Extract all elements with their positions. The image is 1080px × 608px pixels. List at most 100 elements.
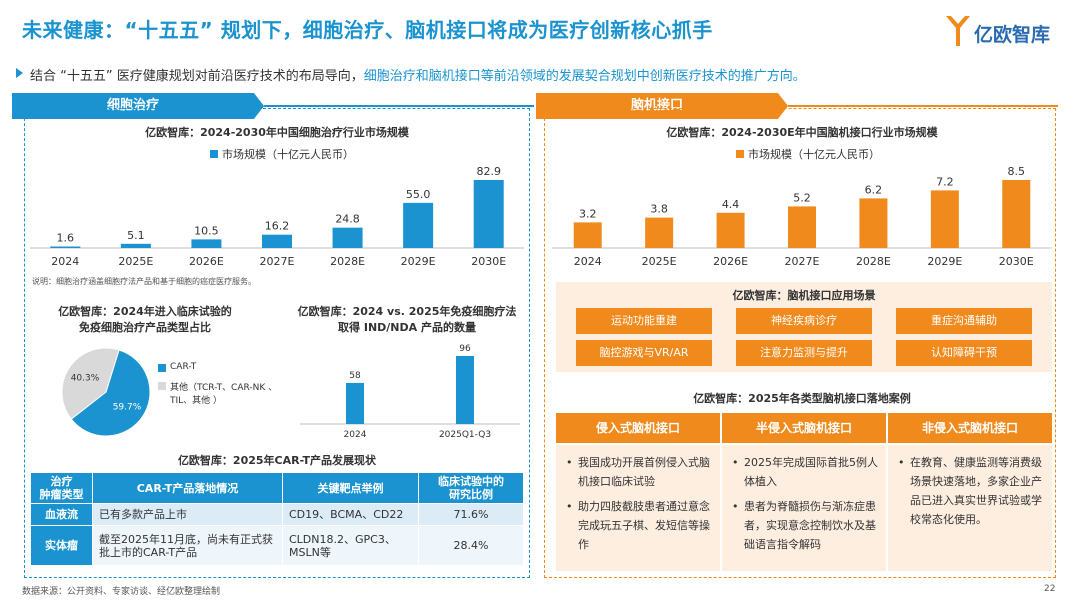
case-head-semi-invasive: 半侵入式脑机接口 bbox=[722, 413, 886, 443]
data-label: 24.8 bbox=[335, 213, 360, 226]
pie-legend-label: 其他（TCR-T、CAR-NK 、TIL、其他 ） bbox=[170, 383, 278, 406]
bar bbox=[50, 246, 81, 248]
pie-legend-item-car-t: CAR-T bbox=[158, 362, 288, 372]
list-item: 我国成功开展首例侵入式脑机接口临床试验 bbox=[564, 453, 712, 491]
legend-swatch bbox=[210, 150, 218, 158]
table-header-row: 治疗 肿瘤类型 CAR-T产品落地情况 关键靶点举例 临床试验中的 研究比例 bbox=[30, 472, 524, 504]
bullet-arrow-icon bbox=[16, 68, 23, 78]
pie-chart-title: 亿欧智库：2024年进入临床试验的 免疫细胞治疗产品类型占比 bbox=[40, 304, 250, 336]
legend-swatch bbox=[736, 150, 744, 158]
tick-label: 2029E bbox=[927, 255, 962, 268]
ind-nda-chart-title: 亿欧智库：2024 vs. 2025年免疫细胞疗法 取得 IND/NDA 产品的… bbox=[292, 304, 522, 336]
logo-mark-icon bbox=[946, 16, 970, 46]
data-label: 16.2 bbox=[265, 220, 290, 233]
cell-market-chart-title: 亿欧智库：2024-2030年中国细胞治疗行业市场规模 bbox=[145, 126, 409, 139]
section-banner-bci: 脑机接口 bbox=[536, 93, 788, 119]
scenario-tag: 神经疾病诊疗 bbox=[736, 308, 872, 334]
tick-label: 2027E bbox=[260, 255, 295, 268]
pie-data-label: 59.7% bbox=[113, 403, 142, 413]
ind-nda-bar-chart: 58 2024 96 2025Q1-Q3 bbox=[300, 344, 520, 440]
data-label: 58 bbox=[349, 371, 361, 381]
table-header-cell: CAR-T产品落地情况 bbox=[92, 472, 283, 504]
table-header-cell: 关键靶点举例 bbox=[282, 472, 419, 504]
data-label: 82.9 bbox=[476, 165, 501, 178]
bar bbox=[120, 243, 151, 248]
bar bbox=[403, 202, 434, 248]
pie-data-label: 40.3% bbox=[71, 373, 100, 383]
data-label: 55.0 bbox=[406, 188, 431, 201]
bar bbox=[1002, 180, 1031, 248]
bar bbox=[332, 227, 363, 248]
table-cell: 已有多款产品上市 bbox=[92, 503, 283, 526]
banner-line-left bbox=[264, 105, 534, 107]
table-header-cell: 临床试验中的 研究比例 bbox=[418, 472, 524, 504]
car-t-table-title: 亿欧智库：2025年CAR-T产品发展现状 bbox=[177, 454, 377, 467]
pie-legend-item-other: 其他（TCR-T、CAR-NK 、TIL、其他 ） bbox=[158, 380, 288, 406]
legend-swatch bbox=[158, 382, 166, 390]
pie-title-line-2: 免疫细胞治疗产品类型占比 bbox=[79, 321, 211, 334]
list-item: 助力四肢截肢患者通过意念完成玩五子棋、发短信等操作 bbox=[564, 497, 712, 554]
bar bbox=[645, 217, 674, 248]
data-label: 10.5 bbox=[194, 224, 219, 237]
tick-label: 2026E bbox=[189, 255, 224, 268]
table-cell: 血液流 bbox=[30, 503, 93, 526]
list-item: 患者为脊髓损伤与渐冻症患者，实现意念控制饮水及基础语言指令解码 bbox=[730, 497, 878, 554]
subtitle-highlight: 细胞治疗和脑机接口等前沿领域的发展契合规划中创新医疗技术的推广方向。 bbox=[363, 69, 806, 84]
scenario-tag: 注意力监测与提升 bbox=[736, 340, 872, 366]
legend-swatch bbox=[158, 364, 166, 372]
case-body-non-invasive: 在教育、健康监测等消费级场景快速落地，多家企业产品已进入真实世界试验或学校常态化… bbox=[888, 445, 1052, 571]
subtitle-line: 结合 “十五五” 医疗健康规划对前沿医疗技术的布局导向，细胞治疗和脑机接口等前沿… bbox=[30, 65, 806, 84]
bar bbox=[573, 222, 602, 248]
scenario-tag: 重症沟通辅助 bbox=[896, 308, 1032, 334]
ind-nda-title-line-2: 取得 IND/NDA 产品的数量 bbox=[338, 321, 476, 334]
case-body-invasive: 我国成功开展首例侵入式脑机接口临床试验 助力四肢截肢患者通过意念完成玩五子棋、发… bbox=[556, 445, 720, 571]
tick-label: 2024 bbox=[344, 430, 367, 440]
scenario-tag: 认知障碍干预 bbox=[896, 340, 1032, 366]
data-label: 4.4 bbox=[722, 198, 740, 211]
case-title: 亿欧智库：2025年各类型脑机接口落地案例 bbox=[693, 392, 911, 405]
brand-logo: 亿欧智库 bbox=[944, 14, 1064, 50]
tick-label: 2028E bbox=[856, 255, 891, 268]
section-banner-cell-therapy: 细胞治疗 bbox=[12, 93, 264, 119]
tick-label: 2025E bbox=[118, 255, 153, 268]
bar bbox=[930, 190, 959, 248]
car-t-pie-chart: 59.7% 40.3% bbox=[61, 347, 151, 437]
ind-nda-title-line-1: 亿欧智库：2024 vs. 2025年免疫细胞疗法 bbox=[297, 305, 517, 318]
page-number: 22 bbox=[1044, 584, 1056, 594]
bci-market-chart-title: 亿欧智库：2024-2030E年中国脑机接口行业市场规模 bbox=[666, 126, 938, 139]
banner-line-right bbox=[788, 105, 1058, 107]
table-header-cell: 治疗 肿瘤类型 bbox=[30, 472, 93, 504]
scenario-title: 亿欧智库：脑机接口应用场景 bbox=[732, 289, 876, 302]
tick-label: 2025E bbox=[642, 255, 677, 268]
table-cell: 实体瘤 bbox=[30, 525, 93, 566]
data-label: 3.2 bbox=[579, 207, 597, 220]
table-row: 血液流 已有多款产品上市 CD19、BCMA、CD22 71.6% bbox=[30, 503, 524, 526]
tick-label: 2026E bbox=[713, 255, 748, 268]
tick-label: 2028E bbox=[330, 255, 365, 268]
cell-therapy-panel bbox=[24, 108, 530, 578]
car-t-status-table: 治疗 肿瘤类型 CAR-T产品落地情况 关键靶点举例 临床试验中的 研究比例 血… bbox=[30, 472, 524, 566]
pie-legend: CAR-T 其他（TCR-T、CAR-NK 、TIL、其他 ） bbox=[158, 362, 288, 414]
data-label: 5.2 bbox=[793, 191, 811, 204]
tick-label: 2024 bbox=[574, 255, 602, 268]
table-cell: CLDN18.2、GPC3、MSLN等 bbox=[282, 525, 419, 566]
case-body-semi-invasive: 2025年完成国际首批5例人体植入 患者为脊髓损伤与渐冻症患者，实现意念控制饮水… bbox=[722, 445, 886, 571]
table-cell: CD19、BCMA、CD22 bbox=[282, 503, 419, 526]
page-title: 未来健康：“十五五” 规划下，细胞治疗、脑机接口将成为医疗创新核心抓手 bbox=[22, 18, 713, 42]
pie-legend-label: CAR-T bbox=[170, 362, 197, 372]
pie-title-line-1: 亿欧智库：2024年进入临床试验的 bbox=[58, 305, 232, 318]
data-label: 6.2 bbox=[865, 183, 883, 196]
table-cell: 71.6% bbox=[418, 503, 524, 526]
bci-panel bbox=[544, 108, 1056, 578]
bar bbox=[716, 212, 745, 248]
table-row: 实体瘤 截至2025年11月底，尚未有正式获批上市的CAR-T产品 CLDN18… bbox=[30, 525, 524, 566]
cell-market-bar-chart: 1.6 2024 5.1 2025E 10.5 2026E 16.2 2027E 24.8 202… bbox=[30, 165, 524, 268]
scenario-tag: 运动功能重建 bbox=[576, 308, 712, 334]
cell-therapy-note: 说明：细胞治疗涵盖细胞疗法产品和基于细胞的癌症医疗服务。 bbox=[32, 277, 256, 286]
logo-text: 亿欧智库 bbox=[974, 24, 1051, 46]
tick-label: 2027E bbox=[785, 255, 820, 268]
list-item: 在教育、健康监测等消费级场景快速落地，多家企业产品已进入真实世界试验或学校常态化… bbox=[896, 453, 1044, 529]
bci-scenario-box: 亿欧智库：脑机接口应用场景 运动功能重建 神经疾病诊疗 重症沟通辅助 脑控游戏与… bbox=[556, 282, 1052, 372]
data-label: 3.8 bbox=[650, 203, 668, 216]
pie-slice bbox=[70, 349, 151, 437]
